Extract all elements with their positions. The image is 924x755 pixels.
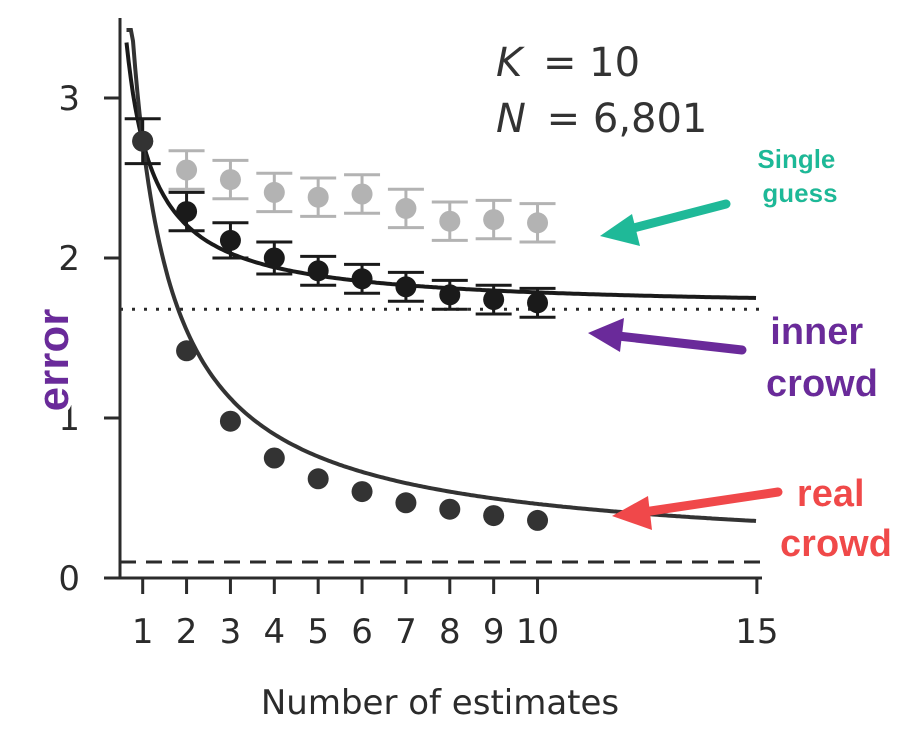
inner-crowd-label: inner crowd	[766, 311, 878, 405]
real-crowd-point	[483, 505, 505, 527]
real-crowd-label: real crowd	[780, 473, 892, 565]
single-guess-point	[263, 181, 285, 203]
inner-crowd-arrow	[588, 318, 747, 355]
real-crowd-arrow	[612, 487, 783, 530]
x-ticks: 1 2 3 4 5 6 7 8 9 10 15	[132, 578, 779, 652]
x-tick-label: 5	[307, 612, 329, 652]
parameter-annotation: K = 10 N = 6,801	[496, 40, 707, 142]
real-crowd-point	[307, 468, 329, 490]
single-guess-point	[395, 197, 417, 219]
inner-crowd-point	[395, 276, 417, 298]
x-tick-label: 7	[395, 612, 417, 652]
x-tick-label: 6	[351, 612, 373, 652]
axes	[118, 18, 762, 580]
single-guess-label: Single guess	[757, 144, 842, 208]
inner-crowd-fit-curve	[124, 42, 757, 300]
inner-crowd-point	[307, 260, 329, 282]
inner-crowd-label-line2: crowd	[766, 363, 878, 405]
real-crowd-point	[263, 447, 285, 469]
single-guess-point	[527, 212, 549, 234]
y-ticks: 0 1 2 3	[58, 79, 120, 599]
real-crowd-point	[395, 492, 417, 514]
data-points	[124, 117, 556, 531]
real-crowd-point	[176, 340, 198, 362]
y-tick-label: 3	[58, 79, 80, 119]
single-guess-point	[439, 210, 461, 232]
inner-crowd-point	[219, 229, 241, 251]
reference-lines	[120, 307, 760, 564]
real-crowd-point	[132, 130, 154, 152]
param-k-symbol: K	[496, 40, 525, 86]
y-tick-label: 2	[58, 239, 80, 279]
real-crowd-point	[219, 410, 241, 432]
single-guess-label-line2: guess	[762, 178, 837, 208]
x-tick-label: 3	[220, 612, 242, 652]
single-guess-point	[176, 159, 198, 181]
x-axis-label: Number of estimates	[261, 683, 619, 723]
inner-crowd-point	[176, 201, 198, 223]
single-guess-point	[351, 183, 373, 205]
single-guess-arrow	[600, 199, 731, 246]
inner-crowd-label-line1: inner	[770, 311, 863, 353]
series-annotations: Single guess inner crowd real crowd	[757, 144, 892, 565]
param-n: N = 6,801	[496, 96, 707, 142]
x-tick-label: 10	[516, 612, 559, 652]
y-tick-label: 1	[58, 399, 80, 439]
real-crowd-point	[439, 498, 461, 520]
x-tick-label: 2	[176, 612, 198, 652]
single-guess-point	[483, 209, 505, 231]
single-guess-point	[219, 169, 241, 191]
x-tick-label: 4	[263, 612, 285, 652]
inner-crowd-point	[439, 284, 461, 306]
y-axis-label: error	[29, 309, 78, 412]
param-k-value: = 10	[543, 40, 640, 86]
x-tick-label: 1	[132, 612, 154, 652]
real-crowd-label-line2: crowd	[780, 523, 892, 565]
x-tick-label: 9	[483, 612, 505, 652]
x-tick-label: 8	[439, 612, 461, 652]
inner-crowd-point	[263, 247, 285, 269]
inner-crowd-point	[483, 289, 505, 311]
arrows	[588, 199, 783, 530]
single-guess-label-line1: Single	[757, 144, 835, 174]
param-n-value: = 6,801	[547, 96, 708, 142]
single-guess-point	[307, 186, 329, 208]
inner-crowd-point	[527, 292, 549, 314]
inner-crowd-point	[351, 268, 373, 290]
real-crowd-label-line1: real	[797, 473, 865, 515]
param-k: K = 10	[496, 40, 640, 86]
param-n-symbol: N	[496, 96, 526, 142]
y-tick-label: 0	[58, 559, 80, 599]
real-crowd-point	[527, 509, 549, 531]
x-tick-label: 15	[735, 612, 778, 652]
real-crowd-point	[351, 481, 373, 503]
